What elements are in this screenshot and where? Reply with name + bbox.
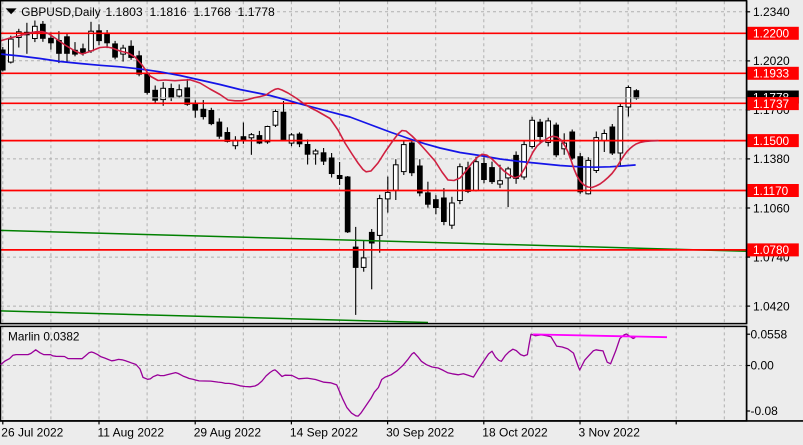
svg-text:29 Aug 2022: 29 Aug 2022 bbox=[194, 426, 262, 440]
svg-text:GBPUSD,Daily: GBPUSD,Daily bbox=[21, 5, 100, 19]
svg-text:1.0420: 1.0420 bbox=[753, 299, 790, 313]
svg-text:1.1500: 1.1500 bbox=[753, 134, 790, 148]
svg-text:26 Jul 2022: 26 Jul 2022 bbox=[1, 426, 63, 440]
svg-text:18 Oct 2022: 18 Oct 2022 bbox=[482, 426, 548, 440]
svg-text:1.2340: 1.2340 bbox=[753, 5, 790, 19]
svg-text:30 Sep 2022: 30 Sep 2022 bbox=[386, 426, 454, 440]
svg-text:1.1737: 1.1737 bbox=[753, 97, 789, 111]
svg-text:1.2200: 1.2200 bbox=[753, 27, 790, 41]
svg-text:1.1933: 1.1933 bbox=[753, 67, 790, 81]
svg-text:-0.08: -0.08 bbox=[751, 404, 779, 418]
svg-text:Marlin 0.0382: Marlin 0.0382 bbox=[8, 330, 79, 344]
svg-text:1.0780: 1.0780 bbox=[753, 243, 790, 257]
svg-text:1.1803 1.1816 1.1768 1.1778: 1.1803 1.1816 1.1768 1.1778 bbox=[105, 5, 275, 19]
svg-text:1.1170: 1.1170 bbox=[753, 184, 789, 198]
svg-text:1.2020: 1.2020 bbox=[753, 54, 790, 68]
svg-text:14 Sep 2022: 14 Sep 2022 bbox=[290, 426, 358, 440]
svg-text:1.1060: 1.1060 bbox=[753, 201, 790, 215]
svg-text:3 Nov 2022: 3 Nov 2022 bbox=[579, 426, 641, 440]
svg-text:0.0558: 0.0558 bbox=[751, 327, 788, 341]
svg-text:1.1380: 1.1380 bbox=[753, 152, 790, 166]
svg-text:0.00: 0.00 bbox=[751, 359, 775, 373]
svg-text:11 Aug 2022: 11 Aug 2022 bbox=[98, 426, 165, 440]
